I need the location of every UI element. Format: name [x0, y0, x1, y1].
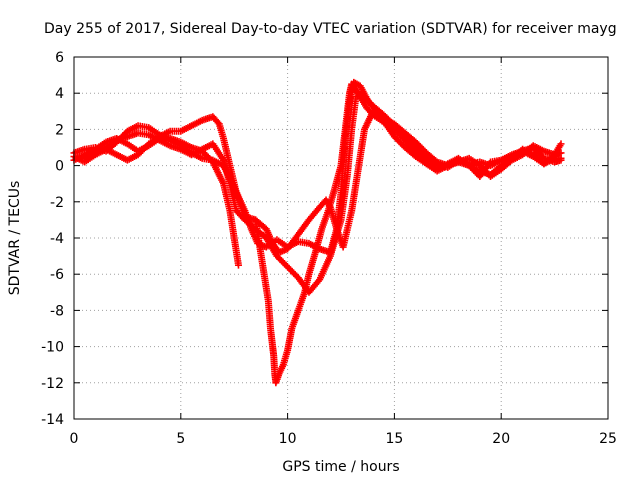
grid [74, 57, 608, 419]
y-tick-label: -2 [50, 195, 64, 211]
y-tick-label: -4 [50, 231, 64, 247]
x-tick-label: 5 [176, 431, 185, 447]
y-axis-label: SDTVAR / TECUs [7, 181, 23, 296]
x-axis-label: GPS time / hours [282, 459, 399, 475]
y-tick-label: 2 [55, 122, 64, 138]
y-tick-label: 4 [55, 86, 64, 102]
data-points [70, 78, 565, 387]
y-tick-label: -14 [41, 412, 64, 428]
data-point [557, 149, 565, 157]
axis-ticks: 0 5 10 15 20 25 -14 -12 -10 -8 -6 -4 -2 0 2 4 6 [41, 50, 617, 447]
x-tick-label: 10 [279, 431, 297, 447]
plot-frame [73, 56, 609, 420]
x-tick-label: 20 [492, 431, 510, 447]
y-tick-label: 0 [55, 159, 64, 175]
y-tick-label: -12 [41, 376, 64, 392]
y-tick-label: -8 [50, 303, 64, 319]
y-tick-label: 6 [55, 50, 64, 66]
data-point [214, 119, 222, 127]
chart-title: Day 255 of 2017, Sidereal Day-to-day VTE… [44, 21, 617, 37]
data-point [557, 140, 565, 148]
x-tick-label: 25 [599, 431, 617, 447]
x-tick-label: 0 [70, 431, 79, 447]
y-tick-label: -10 [41, 340, 64, 356]
data-point [234, 261, 242, 269]
y-tick-label: -6 [50, 267, 64, 283]
x-tick-label: 15 [385, 431, 403, 447]
data-point [557, 156, 565, 164]
